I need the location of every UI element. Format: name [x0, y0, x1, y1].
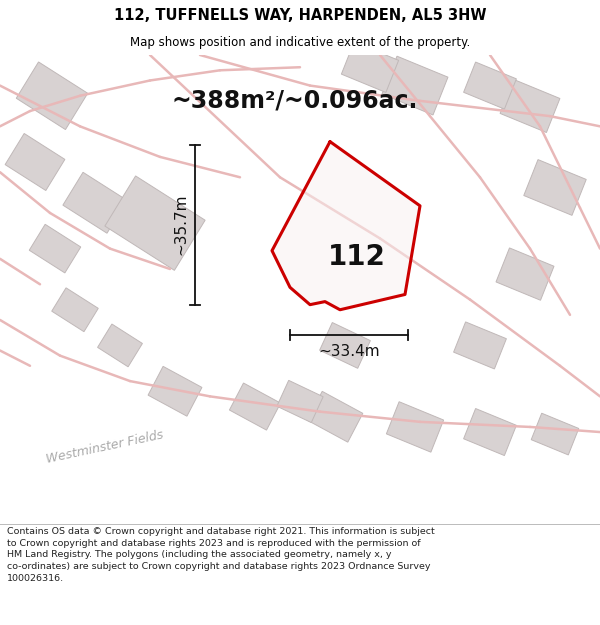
Text: ~388m²/~0.096ac.: ~388m²/~0.096ac. — [172, 89, 418, 113]
Polygon shape — [454, 322, 506, 369]
Polygon shape — [320, 322, 370, 368]
Polygon shape — [386, 402, 443, 452]
Polygon shape — [272, 142, 420, 310]
Polygon shape — [52, 288, 98, 332]
Text: ~35.7m: ~35.7m — [173, 194, 188, 256]
Polygon shape — [500, 79, 560, 132]
Polygon shape — [382, 56, 448, 115]
Polygon shape — [531, 413, 579, 455]
Text: Westminster Fields: Westminster Fields — [45, 429, 165, 466]
Text: Contains OS data © Crown copyright and database right 2021. This information is : Contains OS data © Crown copyright and d… — [7, 527, 435, 583]
Polygon shape — [229, 383, 281, 430]
Polygon shape — [307, 391, 363, 442]
Polygon shape — [341, 42, 398, 92]
Text: 112: 112 — [328, 243, 385, 271]
Polygon shape — [98, 324, 142, 367]
Polygon shape — [464, 409, 517, 456]
Polygon shape — [5, 134, 65, 191]
Polygon shape — [16, 62, 88, 129]
Text: Map shows position and indicative extent of the property.: Map shows position and indicative extent… — [130, 36, 470, 49]
Polygon shape — [29, 224, 81, 273]
Text: 112, TUFFNELLS WAY, HARPENDEN, AL5 3HW: 112, TUFFNELLS WAY, HARPENDEN, AL5 3HW — [114, 8, 486, 23]
Polygon shape — [148, 366, 202, 416]
Polygon shape — [277, 381, 323, 423]
Polygon shape — [105, 176, 205, 271]
Text: ~33.4m: ~33.4m — [318, 344, 380, 359]
Polygon shape — [524, 159, 586, 216]
Polygon shape — [464, 62, 517, 109]
Polygon shape — [496, 248, 554, 300]
Polygon shape — [63, 173, 127, 233]
